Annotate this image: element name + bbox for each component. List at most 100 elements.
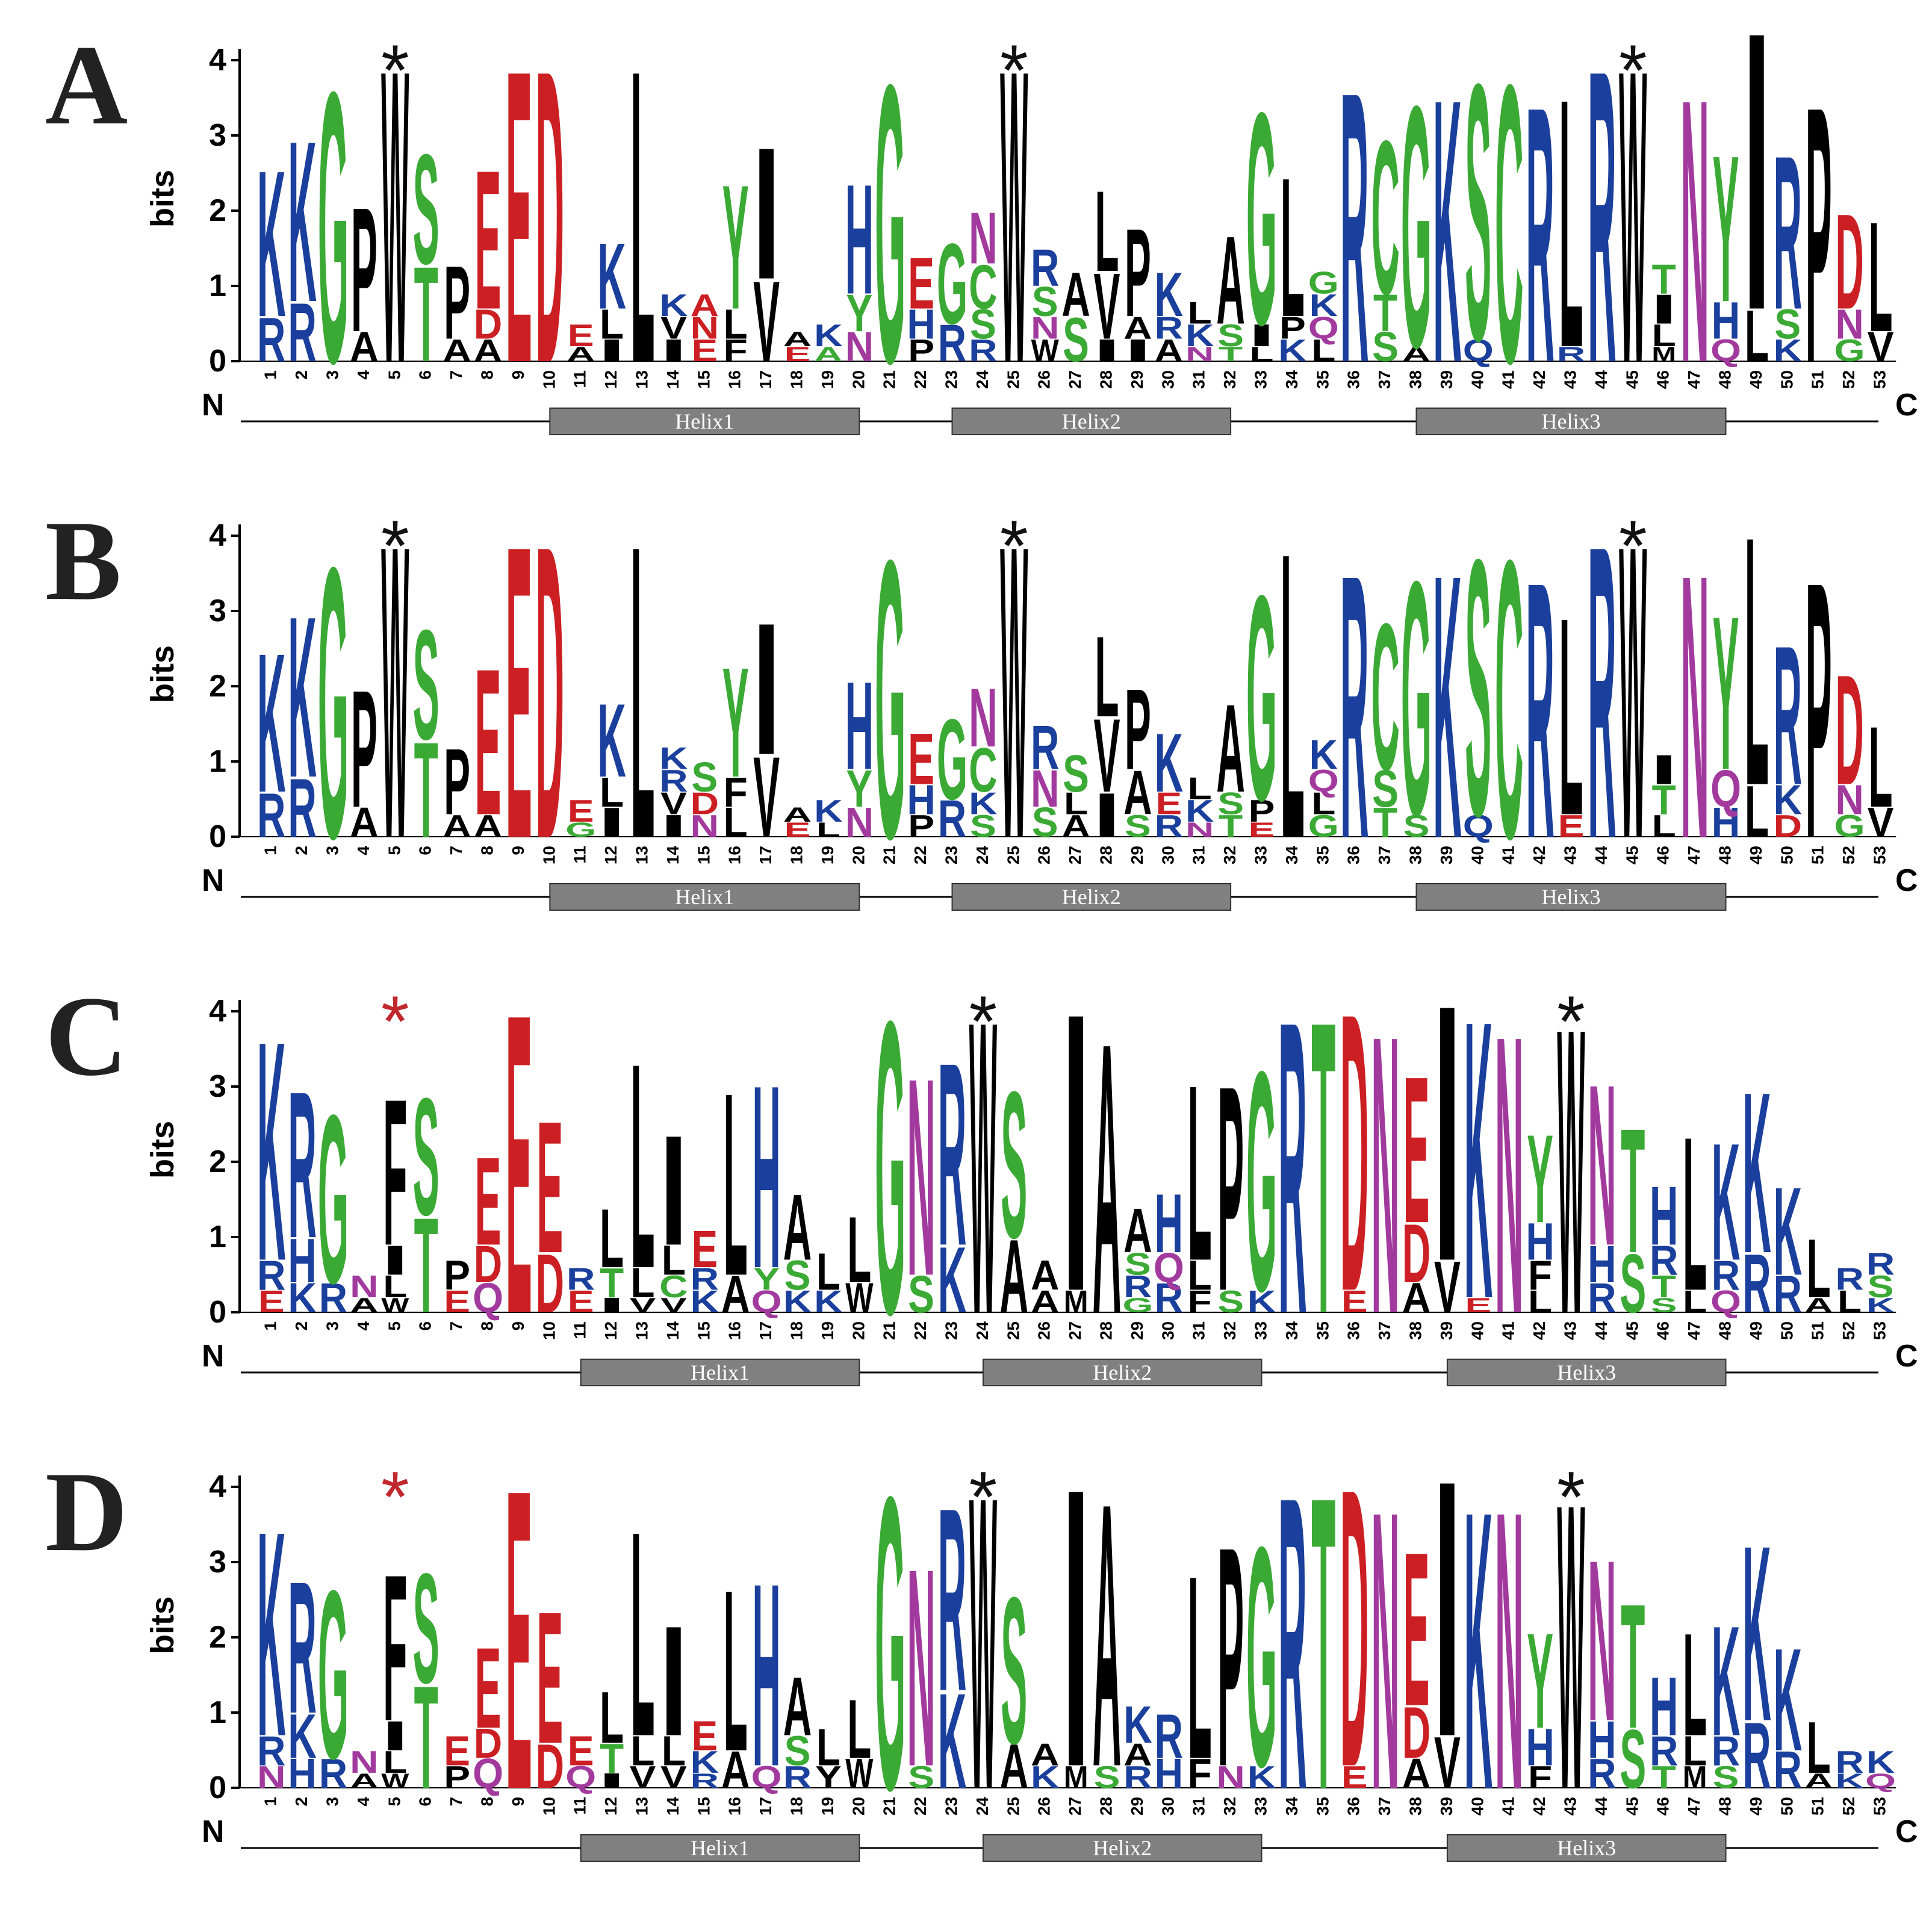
position-label: 50 [1777, 1797, 1796, 1816]
logo-residue: C [659, 1269, 688, 1304]
logo-residue: K [257, 613, 285, 834]
logo-residue: L [1559, 25, 1583, 421]
position-label: 50 [1777, 370, 1796, 389]
logo-residue: R [1155, 808, 1183, 844]
logo-residue: A [1216, 678, 1244, 818]
position-label: 44 [1592, 1797, 1611, 1816]
position-label: 28 [1097, 370, 1116, 389]
logo-residue: T [1311, 951, 1335, 1401]
logo-residue: K [1433, 497, 1461, 917]
logo-residue: D [536, 1238, 564, 1331]
position-label: 6 [416, 846, 435, 855]
logo-residue: I [660, 1103, 688, 1279]
position-label: 51 [1809, 846, 1827, 864]
position-label: 49 [1747, 370, 1765, 389]
logo-residue: G [318, 1540, 349, 1809]
logo-residue: A [1402, 1275, 1430, 1321]
logo-residue: P [1806, 506, 1832, 914]
conserved-site-star: * [1000, 506, 1028, 586]
logo-residue: I [1248, 318, 1276, 353]
logo-residue: I [1062, 1427, 1090, 1849]
position-label: 33 [1252, 370, 1270, 389]
position-label: 16 [725, 1797, 744, 1816]
logo-residue: K [1712, 1108, 1740, 1295]
logo-residue: K [1774, 333, 1803, 368]
logo-residue: R [1835, 1744, 1863, 1780]
helix-label: Helix3 [1557, 1836, 1616, 1860]
logo-residue: C [1371, 580, 1399, 813]
logo-residue: R [1340, 11, 1368, 444]
logo-residue: L [1188, 1521, 1212, 1813]
position-label: 16 [725, 1321, 744, 1340]
position-label: 35 [1313, 370, 1332, 389]
logo-residue: R [1712, 1728, 1740, 1775]
logo-residue: E [568, 318, 594, 353]
position-label: 36 [1344, 1797, 1363, 1816]
logo-residue: R [319, 1275, 347, 1321]
conserved-site-star: * [381, 30, 409, 111]
logo-residue: Q [1463, 333, 1494, 368]
position-label: 1 [261, 1321, 280, 1331]
logo-residue: E [1403, 1507, 1430, 1752]
logo-residue: K [1309, 288, 1338, 323]
logo-residue: P [444, 730, 470, 834]
logo-residue: K [597, 225, 626, 329]
position-label: 1 [261, 1797, 280, 1806]
y-tick-label: 4 [209, 518, 226, 553]
position-label: 17 [756, 1797, 775, 1816]
logo-residue: E [691, 1713, 718, 1760]
logo-residue: T [1373, 799, 1397, 846]
logo-residue: E [258, 1284, 285, 1319]
conserved-site-star: * [1619, 30, 1647, 111]
logo-residue: A [1123, 758, 1152, 828]
logo-residue: H [1588, 1711, 1616, 1769]
logo-residue: V [1868, 799, 1894, 846]
logo-residue: R [567, 1261, 595, 1297]
position-label: 31 [1190, 370, 1208, 389]
logo-residue: S [691, 754, 718, 801]
logo-residue: F [724, 769, 748, 816]
logo-residue: E [536, 1573, 563, 1783]
logo-residue: L [630, 476, 654, 926]
logo-residue: R [1557, 343, 1585, 366]
position-label: 41 [1499, 846, 1518, 864]
logo-residue: K [1835, 1769, 1864, 1793]
logo-residue: A [1093, 1427, 1121, 1846]
logo-residue: Q [473, 1275, 503, 1321]
position-label: 28 [1097, 1321, 1116, 1340]
n-terminus-label: N [202, 388, 225, 423]
logo-panel-c: C 0 1 2 3 4 bits E R K K H R R G A N W L I F T S E P Q D E E D E E R I T L V… [0, 951, 1932, 1427]
logo-residue: A [1031, 1284, 1059, 1319]
panel-label: B [45, 498, 122, 624]
logo-residue: E [475, 1131, 502, 1271]
logo-residue: F [383, 1055, 407, 1289]
helix-label: Helix2 [1062, 409, 1121, 433]
logo-residue: C [969, 736, 997, 805]
logo-residue: G [1122, 1294, 1153, 1317]
position-label: 51 [1809, 370, 1827, 389]
logo-residue: S [908, 1760, 934, 1795]
logo-residue: E [691, 1220, 718, 1279]
logo-residue: N [969, 197, 997, 279]
logo-residue: R [288, 287, 316, 380]
logo-residue: N [1031, 310, 1059, 346]
position-label: 43 [1561, 1321, 1580, 1340]
logo-residue: T [600, 1735, 624, 1782]
logo-residue: R [1123, 1760, 1152, 1795]
position-label: 9 [509, 846, 527, 855]
helix-label: Helix1 [691, 1360, 750, 1385]
logo-residue: A [1123, 310, 1152, 346]
y-axis-title: bits [144, 645, 181, 703]
logo-residue: Y [1713, 571, 1739, 816]
logo-residue: R [1155, 1702, 1183, 1772]
position-label: 40 [1468, 1321, 1486, 1340]
logo-residue: R [1123, 1269, 1152, 1304]
logo-residue: I [1093, 780, 1121, 851]
helix-label: Helix2 [1093, 1836, 1152, 1860]
logo-residue: V [630, 1760, 656, 1795]
logo-residue: K [257, 1470, 285, 1797]
y-tick-label: 3 [209, 118, 226, 153]
c-terminus-label: C [1895, 1339, 1918, 1374]
helix-label: Helix2 [1093, 1360, 1152, 1385]
